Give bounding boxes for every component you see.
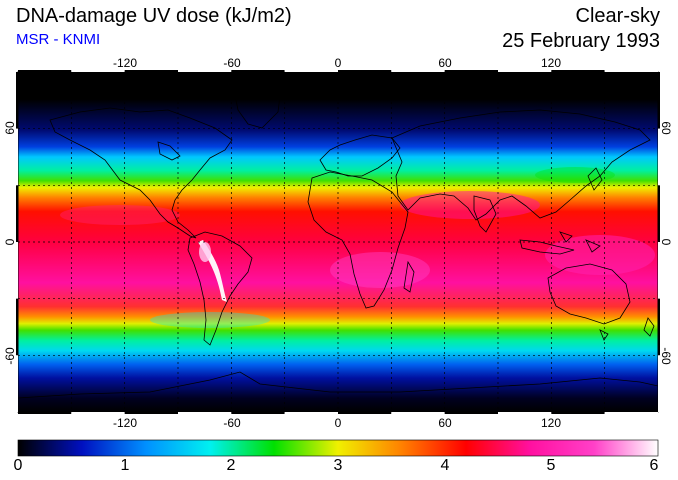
colorbar-tick-label: 0 [13, 457, 23, 474]
colorbar-tick-label: 6 [649, 457, 659, 474]
top-lon-tick-label: 60 [438, 56, 452, 70]
colorbar-tick-label: 4 [440, 457, 450, 474]
bottom-lon-tick-label: 120 [541, 416, 561, 430]
top-lon-tick-label: -60 [223, 56, 241, 70]
bottom-lon-tick-label: 60 [438, 416, 452, 430]
right-lat-tick-label: 0 [659, 239, 673, 246]
left-lat-tick-label: -60 [3, 347, 17, 365]
left-lat-tick-label: 60 [3, 121, 17, 135]
right-lat-tick-label: 60 [659, 121, 673, 135]
colorbar-tick-label: 3 [333, 457, 343, 474]
bottom-lon-tick-label: 0 [335, 416, 342, 430]
sky-condition-label: Clear-sky [575, 5, 660, 27]
colorbar [17, 439, 659, 457]
colorbar-tick-label: 2 [226, 457, 236, 474]
colorbar-tick-label: 5 [546, 457, 556, 474]
top-lon-tick-label: 0 [335, 56, 342, 70]
top-lon-tick-label: -120 [113, 56, 137, 70]
regional-features [60, 167, 655, 328]
left-lat-tick-label: 0 [3, 238, 17, 245]
colorbar-tick-label: 1 [120, 457, 130, 474]
right-lat-tick-label: -60 [659, 347, 673, 365]
frame-ticks [16, 70, 660, 414]
graticule [18, 72, 658, 412]
map-title: DNA-damage UV dose (kJ/m2) [16, 5, 292, 27]
bottom-lon-tick-label: -120 [113, 416, 137, 430]
date-label: 25 February 1993 [502, 30, 660, 52]
source-label: MSR - KNMI [16, 31, 101, 48]
coastlines [18, 89, 658, 399]
top-lon-tick-label: 120 [541, 56, 561, 70]
bottom-lon-tick-label: -60 [223, 416, 241, 430]
